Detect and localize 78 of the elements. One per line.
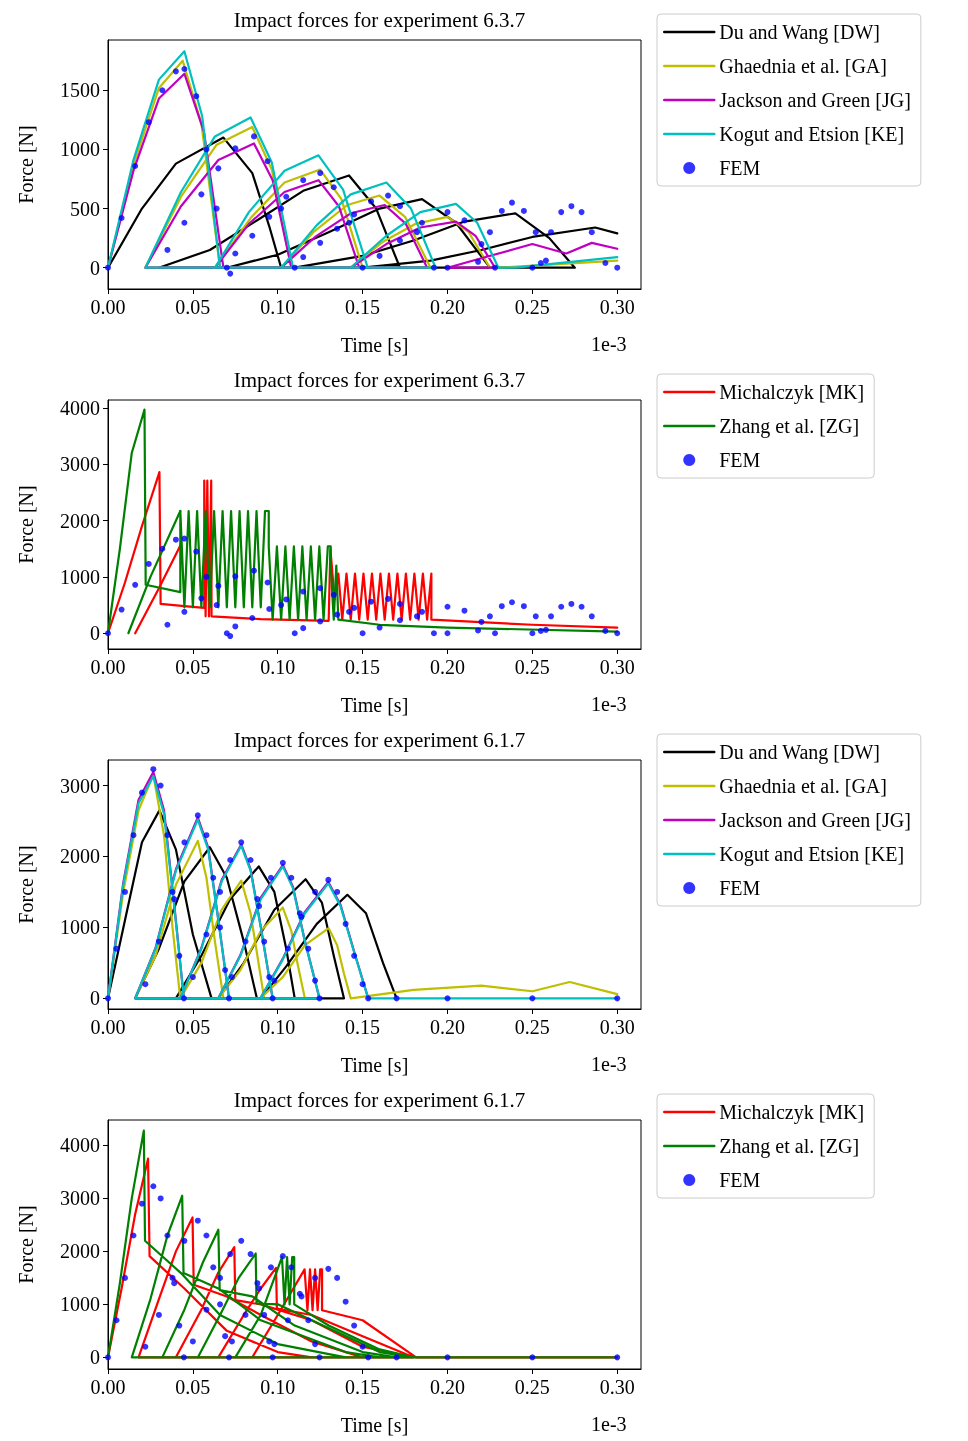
x-tick-label: 0.15 [345, 656, 381, 678]
y-axis-title: Force [N] [15, 125, 37, 204]
x-tick-label: 0.25 [514, 1376, 550, 1398]
y-tick-label: 1000 [60, 565, 100, 588]
x-tick-label: 0.30 [599, 656, 635, 678]
x-tick-label: 0.20 [429, 1016, 465, 1038]
y-tick-label: 4000 [60, 396, 100, 419]
x-axis-title: Time [s] [340, 1054, 409, 1076]
legend-label: Du and Wang [DW] [719, 741, 881, 764]
y-tick-label: 1000 [60, 916, 100, 939]
y-axis-title: Force [N] [15, 485, 37, 564]
legend-label: FEM [719, 877, 761, 899]
legend-label: Zhang et al. [ZG] [719, 1135, 860, 1158]
legend-label: FEM [719, 449, 761, 471]
legend-label: Ghaednia et al. [GA] [719, 775, 887, 797]
text: 1e-3 [591, 1053, 627, 1075]
x-tick-label: 0.10 [260, 1016, 296, 1038]
y-tick-label: 3000 [60, 1187, 100, 1210]
y-axis-title: Force [N] [15, 845, 37, 924]
chart-title: Impact forces for experiment 6.1.7 [233, 1087, 526, 1112]
text: 1e-3 [591, 693, 627, 715]
x-tick-label: 0.15 [345, 296, 381, 318]
x-tick-label: 0.05 [175, 1376, 211, 1398]
chart-title: Impact forces for experiment 6.3.7 [233, 7, 526, 32]
x-tick-label: 0.05 [175, 656, 211, 678]
y-tick-label: 500 [70, 197, 100, 220]
x-tick-label: 0.30 [599, 1376, 635, 1398]
y-tick-label: 0 [90, 1346, 100, 1369]
x-tick-label: 0.25 [514, 1016, 550, 1038]
legend-label: Jackson and Green [JG] [719, 809, 911, 831]
y-tick-label: 4000 [60, 1134, 100, 1157]
chart-title: Impact forces for experiment 6.3.7 [233, 367, 526, 392]
text: 1e-3 [591, 333, 627, 355]
legend-label: Ghaednia et al. [GA] [719, 55, 887, 77]
y-axis-title: Force [N] [15, 1205, 37, 1284]
legend-label: Kogut and Etsion [KE] [719, 123, 905, 146]
x-axis-title: Time [s] [340, 334, 409, 356]
y-tick-label: 0 [90, 622, 100, 645]
y-tick-label: 1000 [60, 138, 100, 161]
legend-label: Zhang et al. [ZG] [719, 415, 860, 438]
legend-label: Du and Wang [DW] [719, 21, 881, 44]
x-tick-label: 0.05 [175, 296, 211, 318]
x-tick-label: 0.15 [345, 1376, 381, 1398]
y-tick-label: 0 [90, 987, 100, 1010]
x-tick-label: 0.20 [429, 296, 465, 318]
x-tick-label: 0.30 [599, 296, 635, 318]
y-tick-label: 2000 [60, 845, 100, 868]
legend-label: FEM [719, 157, 761, 179]
y-tick-label: 3000 [60, 774, 100, 797]
y-tick-label: 0 [90, 256, 100, 279]
y-tick-label: 1000 [60, 1293, 100, 1316]
y-tick-label: 2000 [60, 1240, 100, 1263]
x-tick-label: 0.25 [514, 296, 550, 318]
legend-label: Jackson and Green [JG] [719, 89, 911, 111]
chart-title: Impact forces for experiment 6.1.7 [233, 727, 526, 752]
text: 1e-3 [591, 1413, 627, 1435]
legend-label: Michalczyk [MK] [719, 1101, 865, 1124]
x-tick-label: 0.00 [90, 1016, 126, 1038]
y-tick-label: 2000 [60, 509, 100, 532]
legend-label: Kogut and Etsion [KE] [719, 843, 905, 866]
x-tick-label: 0.25 [514, 656, 550, 678]
x-tick-label: 0.00 [90, 1376, 126, 1398]
x-tick-label: 0.15 [345, 1016, 381, 1038]
legend-label: Michalczyk [MK] [719, 381, 865, 404]
y-tick-label: 3000 [60, 453, 100, 476]
x-axis-title: Time [s] [340, 694, 409, 716]
x-tick-label: 0.10 [260, 1376, 296, 1398]
x-axis-title: Time [s] [340, 1414, 409, 1436]
x-tick-label: 0.10 [260, 656, 296, 678]
x-tick-label: 0.05 [175, 1016, 211, 1038]
x-tick-label: 0.00 [90, 656, 126, 678]
x-tick-label: 0.00 [90, 296, 126, 318]
legend-label: FEM [719, 1169, 761, 1191]
x-tick-label: 0.20 [429, 656, 465, 678]
x-tick-label: 0.30 [599, 1016, 635, 1038]
x-tick-label: 0.20 [429, 1376, 465, 1398]
y-tick-label: 1500 [60, 79, 100, 102]
x-tick-label: 0.10 [260, 296, 296, 318]
